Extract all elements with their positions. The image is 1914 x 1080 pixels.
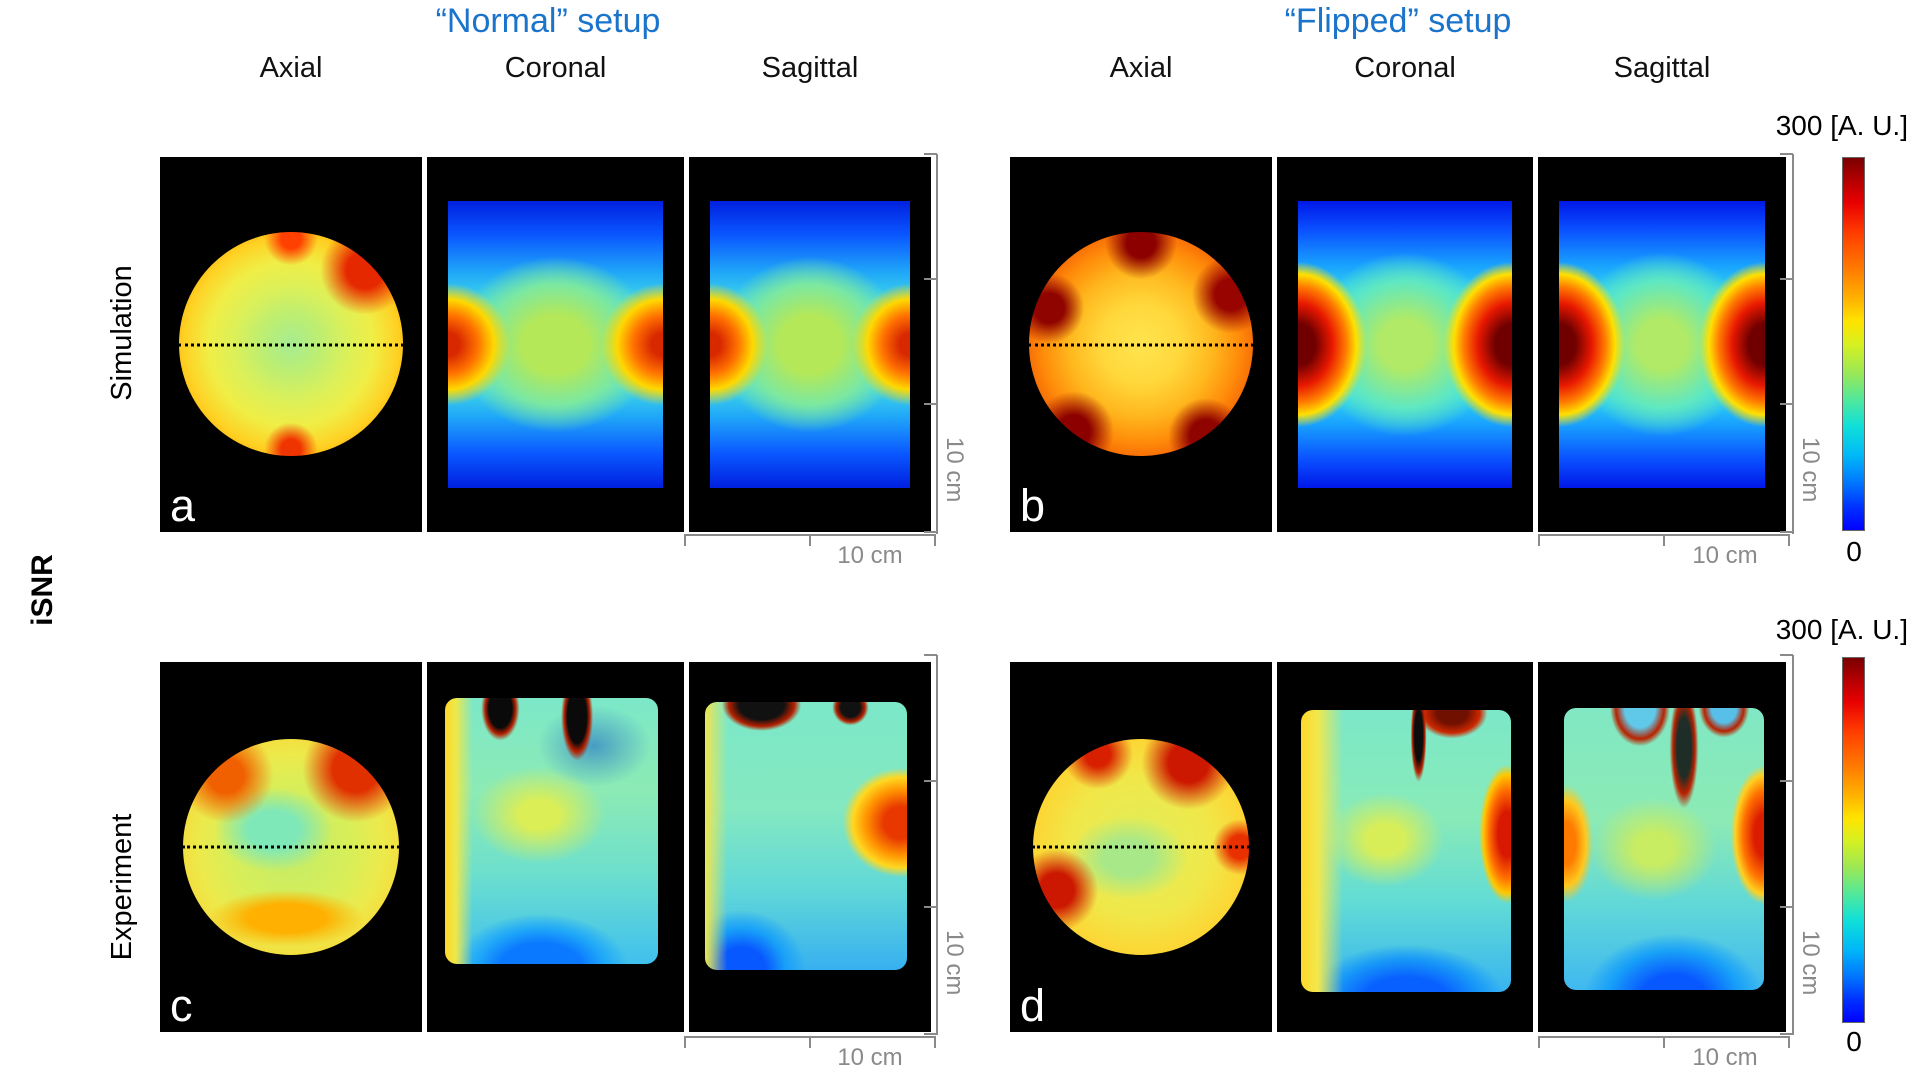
horizontal-scale-label: 10 cm xyxy=(1692,542,1758,569)
column-header-axial: Axial xyxy=(259,52,323,84)
panel-letter-d: d xyxy=(1020,980,1046,1031)
panel-letter-c: c xyxy=(170,980,193,1031)
ruler-tick xyxy=(924,278,937,280)
panel-simulation-flipped-axial: b xyxy=(1010,157,1272,532)
ruler-tick xyxy=(1788,534,1790,546)
colorbar-max-label: 300 [A. U.] xyxy=(1775,614,1908,645)
panel-experiment-normal-coronal xyxy=(427,662,684,1032)
ruler-tick xyxy=(684,534,686,546)
group-title-flipped: “Flipped” setup xyxy=(1284,2,1512,40)
ruler-tick xyxy=(809,1036,811,1048)
panel-experiment-normal-axial: c xyxy=(160,662,422,1032)
panel-simulation-normal-sagittal xyxy=(689,157,931,532)
profile-line xyxy=(178,343,404,346)
panel-simulation-normal-axial: a xyxy=(160,157,422,532)
vertical-ruler xyxy=(936,154,938,534)
ruler-tick xyxy=(1788,1036,1790,1048)
ruler-tick xyxy=(1780,906,1793,908)
ruler-tick xyxy=(1780,531,1793,533)
snr-map-coronal xyxy=(1301,710,1511,992)
ruler-tick xyxy=(924,403,937,405)
vertical-ruler xyxy=(1792,655,1794,1035)
ruler-tick xyxy=(1538,534,1540,546)
panel-letter-a: a xyxy=(170,480,196,531)
vertical-scale-label: 10 cm xyxy=(941,930,968,996)
column-header-sagittal: Sagittal xyxy=(1613,52,1711,84)
snr-map-sagittal xyxy=(705,702,907,970)
ruler-tick xyxy=(924,906,937,908)
vertical-ruler xyxy=(1792,154,1794,534)
profile-line xyxy=(182,845,400,849)
ruler-tick xyxy=(1780,403,1793,405)
panel-letter-b: b xyxy=(1020,480,1046,531)
colorbar-jet xyxy=(1842,657,1865,1023)
colorbar-max-label: 300 [A. U.] xyxy=(1775,110,1908,141)
ruler-tick xyxy=(934,534,936,546)
panel-experiment-flipped-axial: d xyxy=(1010,662,1272,1032)
ruler-tick xyxy=(1780,780,1793,782)
profile-line xyxy=(1032,845,1250,849)
ruler-tick xyxy=(924,531,937,533)
panel-simulation-normal-coronal xyxy=(427,157,684,532)
vertical-scale-label: 10 cm xyxy=(941,437,968,503)
ruler-tick xyxy=(1780,1033,1793,1035)
column-header-coronal: Coronal xyxy=(504,52,607,84)
horizontal-scale-label: 10 cm xyxy=(837,1044,903,1071)
profile-line xyxy=(1028,343,1254,346)
ruler-tick xyxy=(924,780,937,782)
ruler-tick xyxy=(684,1036,686,1048)
panel-experiment-flipped-coronal xyxy=(1277,662,1533,1032)
row-label-simulation: Simulation xyxy=(106,265,138,401)
panel-experiment-normal-sagittal xyxy=(689,662,931,1032)
vertical-scale-label: 10 cm xyxy=(1797,437,1824,503)
snr-map-coronal xyxy=(1298,201,1512,488)
ruler-tick xyxy=(924,654,937,656)
horizontal-scale-label: 10 cm xyxy=(1692,1044,1758,1071)
snr-map-coronal xyxy=(445,698,658,964)
ruler-tick xyxy=(1663,1036,1665,1048)
panel-simulation-flipped-sagittal xyxy=(1538,157,1786,532)
ruler-tick xyxy=(1663,534,1665,546)
colorbar-min-label: 0 xyxy=(1846,536,1862,567)
group-title-normal: “Normal” setup xyxy=(435,2,661,40)
snr-map-sagittal xyxy=(710,201,910,488)
snr-map-coronal xyxy=(448,201,663,488)
ruler-tick xyxy=(934,1036,936,1048)
row-label-experiment: Experiment xyxy=(106,813,138,961)
colorbar-jet xyxy=(1842,157,1865,531)
ruler-tick xyxy=(1780,153,1793,155)
ruler-tick xyxy=(1780,654,1793,656)
vertical-scale-label: 10 cm xyxy=(1797,930,1824,996)
panel-experiment-flipped-sagittal xyxy=(1538,662,1786,1032)
colorbar-min-label: 0 xyxy=(1846,1026,1862,1057)
column-header-sagittal: Sagittal xyxy=(761,52,859,84)
ruler-tick xyxy=(809,534,811,546)
ruler-tick xyxy=(924,153,937,155)
horizontal-scale-label: 10 cm xyxy=(837,542,903,569)
ruler-tick xyxy=(1538,1036,1540,1048)
axis-label-isnr: iSNR xyxy=(26,554,59,626)
vertical-ruler xyxy=(936,655,938,1035)
column-header-coronal: Coronal xyxy=(1354,52,1456,84)
column-header-axial: Axial xyxy=(1109,52,1173,84)
ruler-tick xyxy=(1780,278,1793,280)
ruler-tick xyxy=(924,1033,937,1035)
snr-map-sagittal xyxy=(1564,708,1764,990)
panel-simulation-flipped-coronal xyxy=(1277,157,1533,532)
snr-map-sagittal xyxy=(1559,201,1765,488)
